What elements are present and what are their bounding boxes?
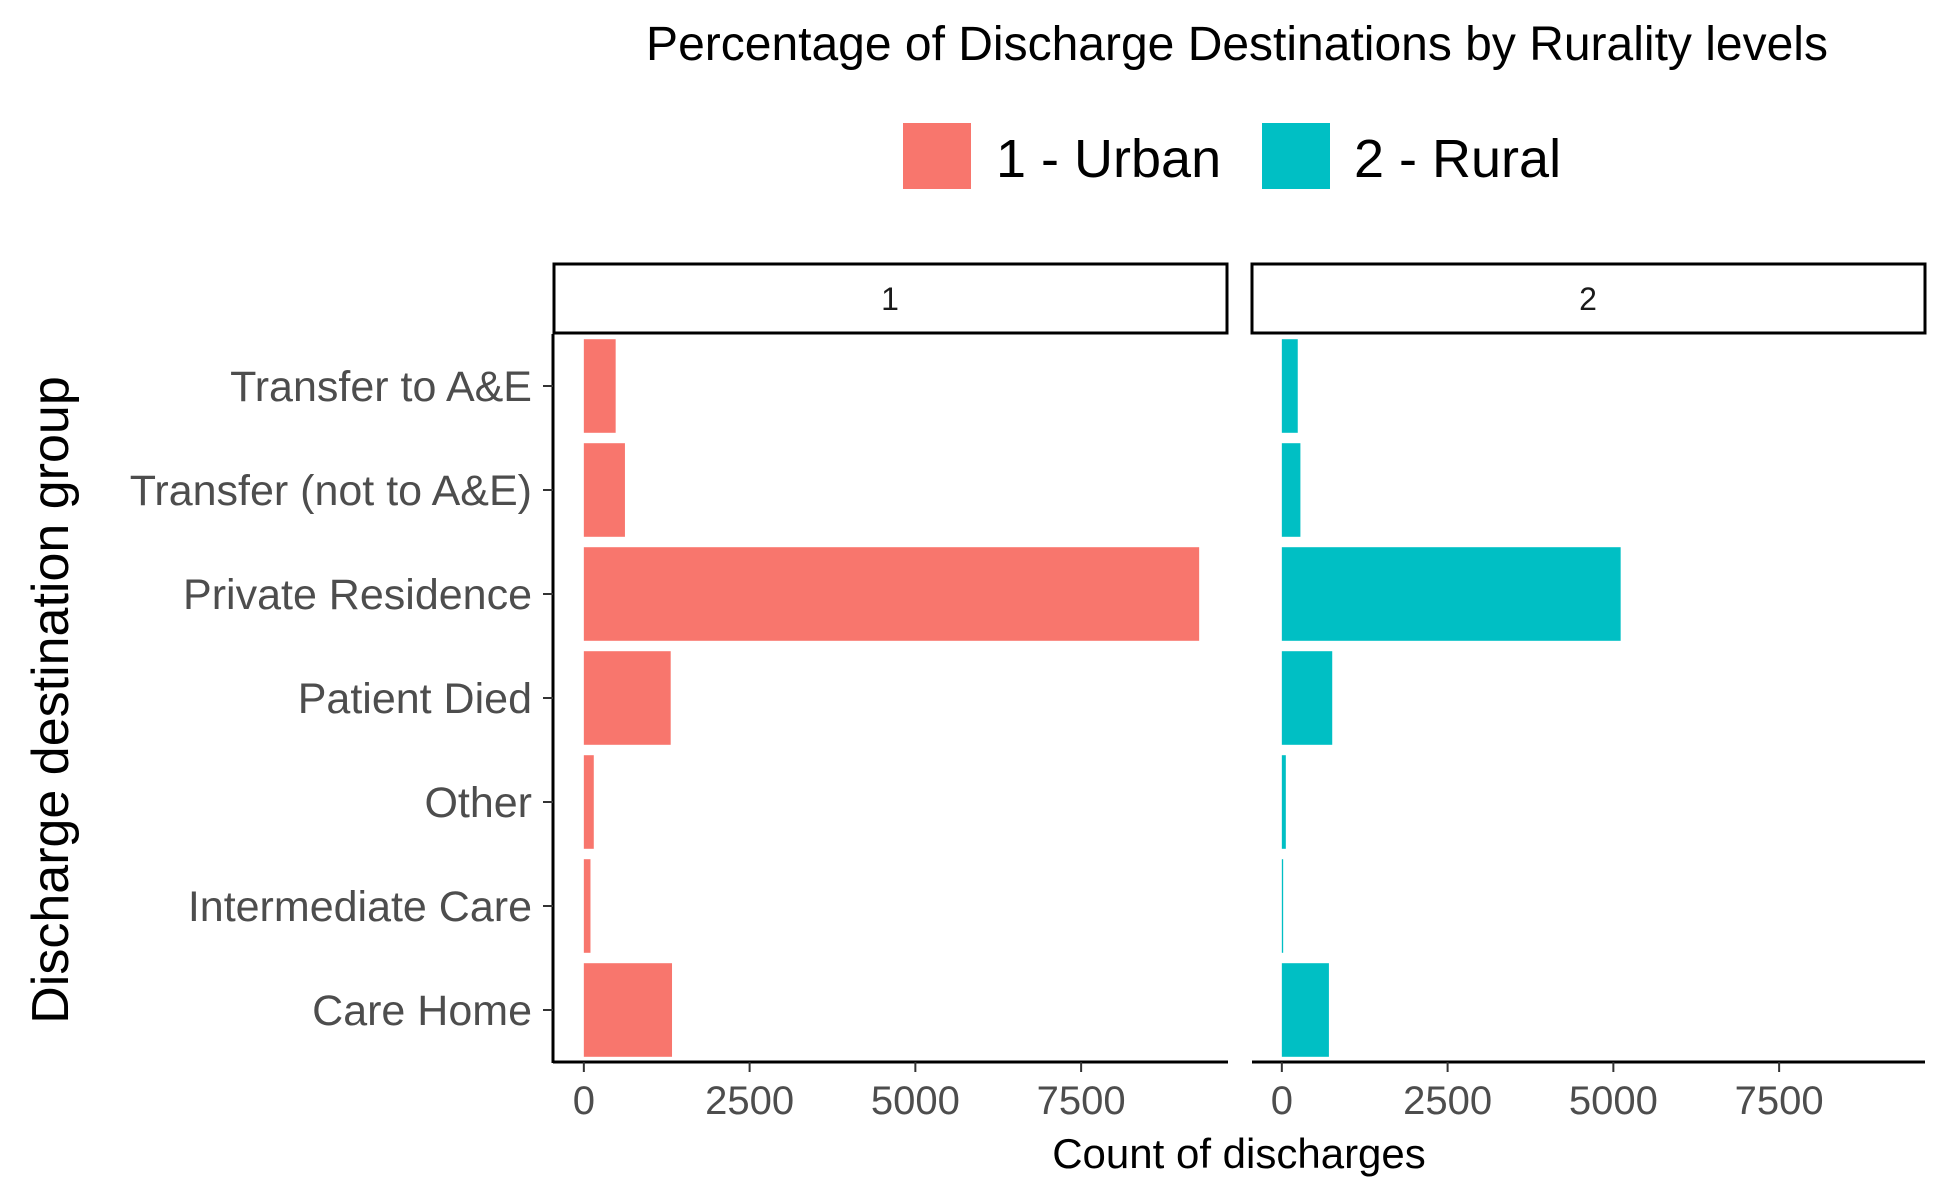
panel-1: 1 0 2500 5000 7500	[551, 262, 1229, 1123]
strip-label-1: 1	[881, 281, 899, 317]
bar-panel1-3	[583, 651, 671, 745]
bar-panel2-4	[1281, 755, 1286, 849]
x-axis-title: Count of discharges	[1052, 1130, 1426, 1177]
legend-label-urban: 1 - Urban	[996, 129, 1221, 189]
bar-panel2-2	[1281, 547, 1621, 641]
x-tick-label: 5000	[871, 1079, 960, 1123]
chart-title: Percentage of Discharge Destinations by …	[646, 18, 1828, 71]
bar-panel2-5	[1281, 859, 1284, 953]
x-tick-label: 2500	[705, 1079, 794, 1123]
legend-swatch-rural	[1262, 123, 1330, 189]
legend-swatch-urban	[903, 123, 971, 189]
x-tick-label: 2500	[1403, 1079, 1492, 1123]
bars-1	[583, 339, 1200, 1057]
bar-panel2-6	[1281, 963, 1329, 1057]
bar-panel1-2	[583, 547, 1200, 641]
legend: 1 - Urban 2 - Rural	[903, 123, 1561, 189]
bar-panel1-5	[583, 859, 591, 953]
y-tick-label: Intermediate Care	[188, 883, 532, 931]
strip-label-2: 2	[1579, 281, 1597, 317]
y-tick-label: Patient Died	[298, 675, 532, 723]
y-tick-label: Private Residence	[183, 571, 532, 619]
bar-panel2-0	[1281, 339, 1298, 433]
x-tick-label: 7500	[1037, 1079, 1126, 1123]
x-tick-label: 5000	[1569, 1079, 1658, 1123]
y-tick-label: Other	[424, 779, 532, 827]
bar-panel1-1	[583, 443, 625, 537]
x-tick-label: 0	[573, 1079, 595, 1123]
bar-panel1-0	[583, 339, 616, 433]
x-ticks-1: 0 2500 5000 7500	[573, 1062, 1126, 1123]
bars-2	[1281, 339, 1621, 1057]
y-tick-label: Transfer (not to A&E)	[130, 467, 532, 515]
y-tick-label: Transfer to A&E	[230, 363, 532, 411]
bar-panel2-1	[1281, 443, 1301, 537]
bar-panel2-3	[1281, 651, 1333, 745]
legend-label-rural: 2 - Rural	[1354, 129, 1561, 189]
panel-2: 2 0 2500 5000 7500	[1250, 262, 1927, 1123]
y-tick-label: Care Home	[312, 987, 532, 1035]
x-tick-label: 7500	[1735, 1079, 1824, 1123]
strip-2	[1250, 262, 1927, 335]
y-ticks: Transfer to A&E Transfer (not to A&E) Priv…	[130, 363, 553, 1035]
x-tick-label: 0	[1271, 1079, 1293, 1123]
bar-panel1-6	[583, 963, 673, 1057]
bar-panel1-4	[583, 755, 594, 849]
x-ticks-2: 0 2500 5000 7500	[1271, 1062, 1824, 1123]
y-axis-title: Discharge destination group	[22, 376, 80, 1024]
strip-1	[552, 262, 1229, 335]
